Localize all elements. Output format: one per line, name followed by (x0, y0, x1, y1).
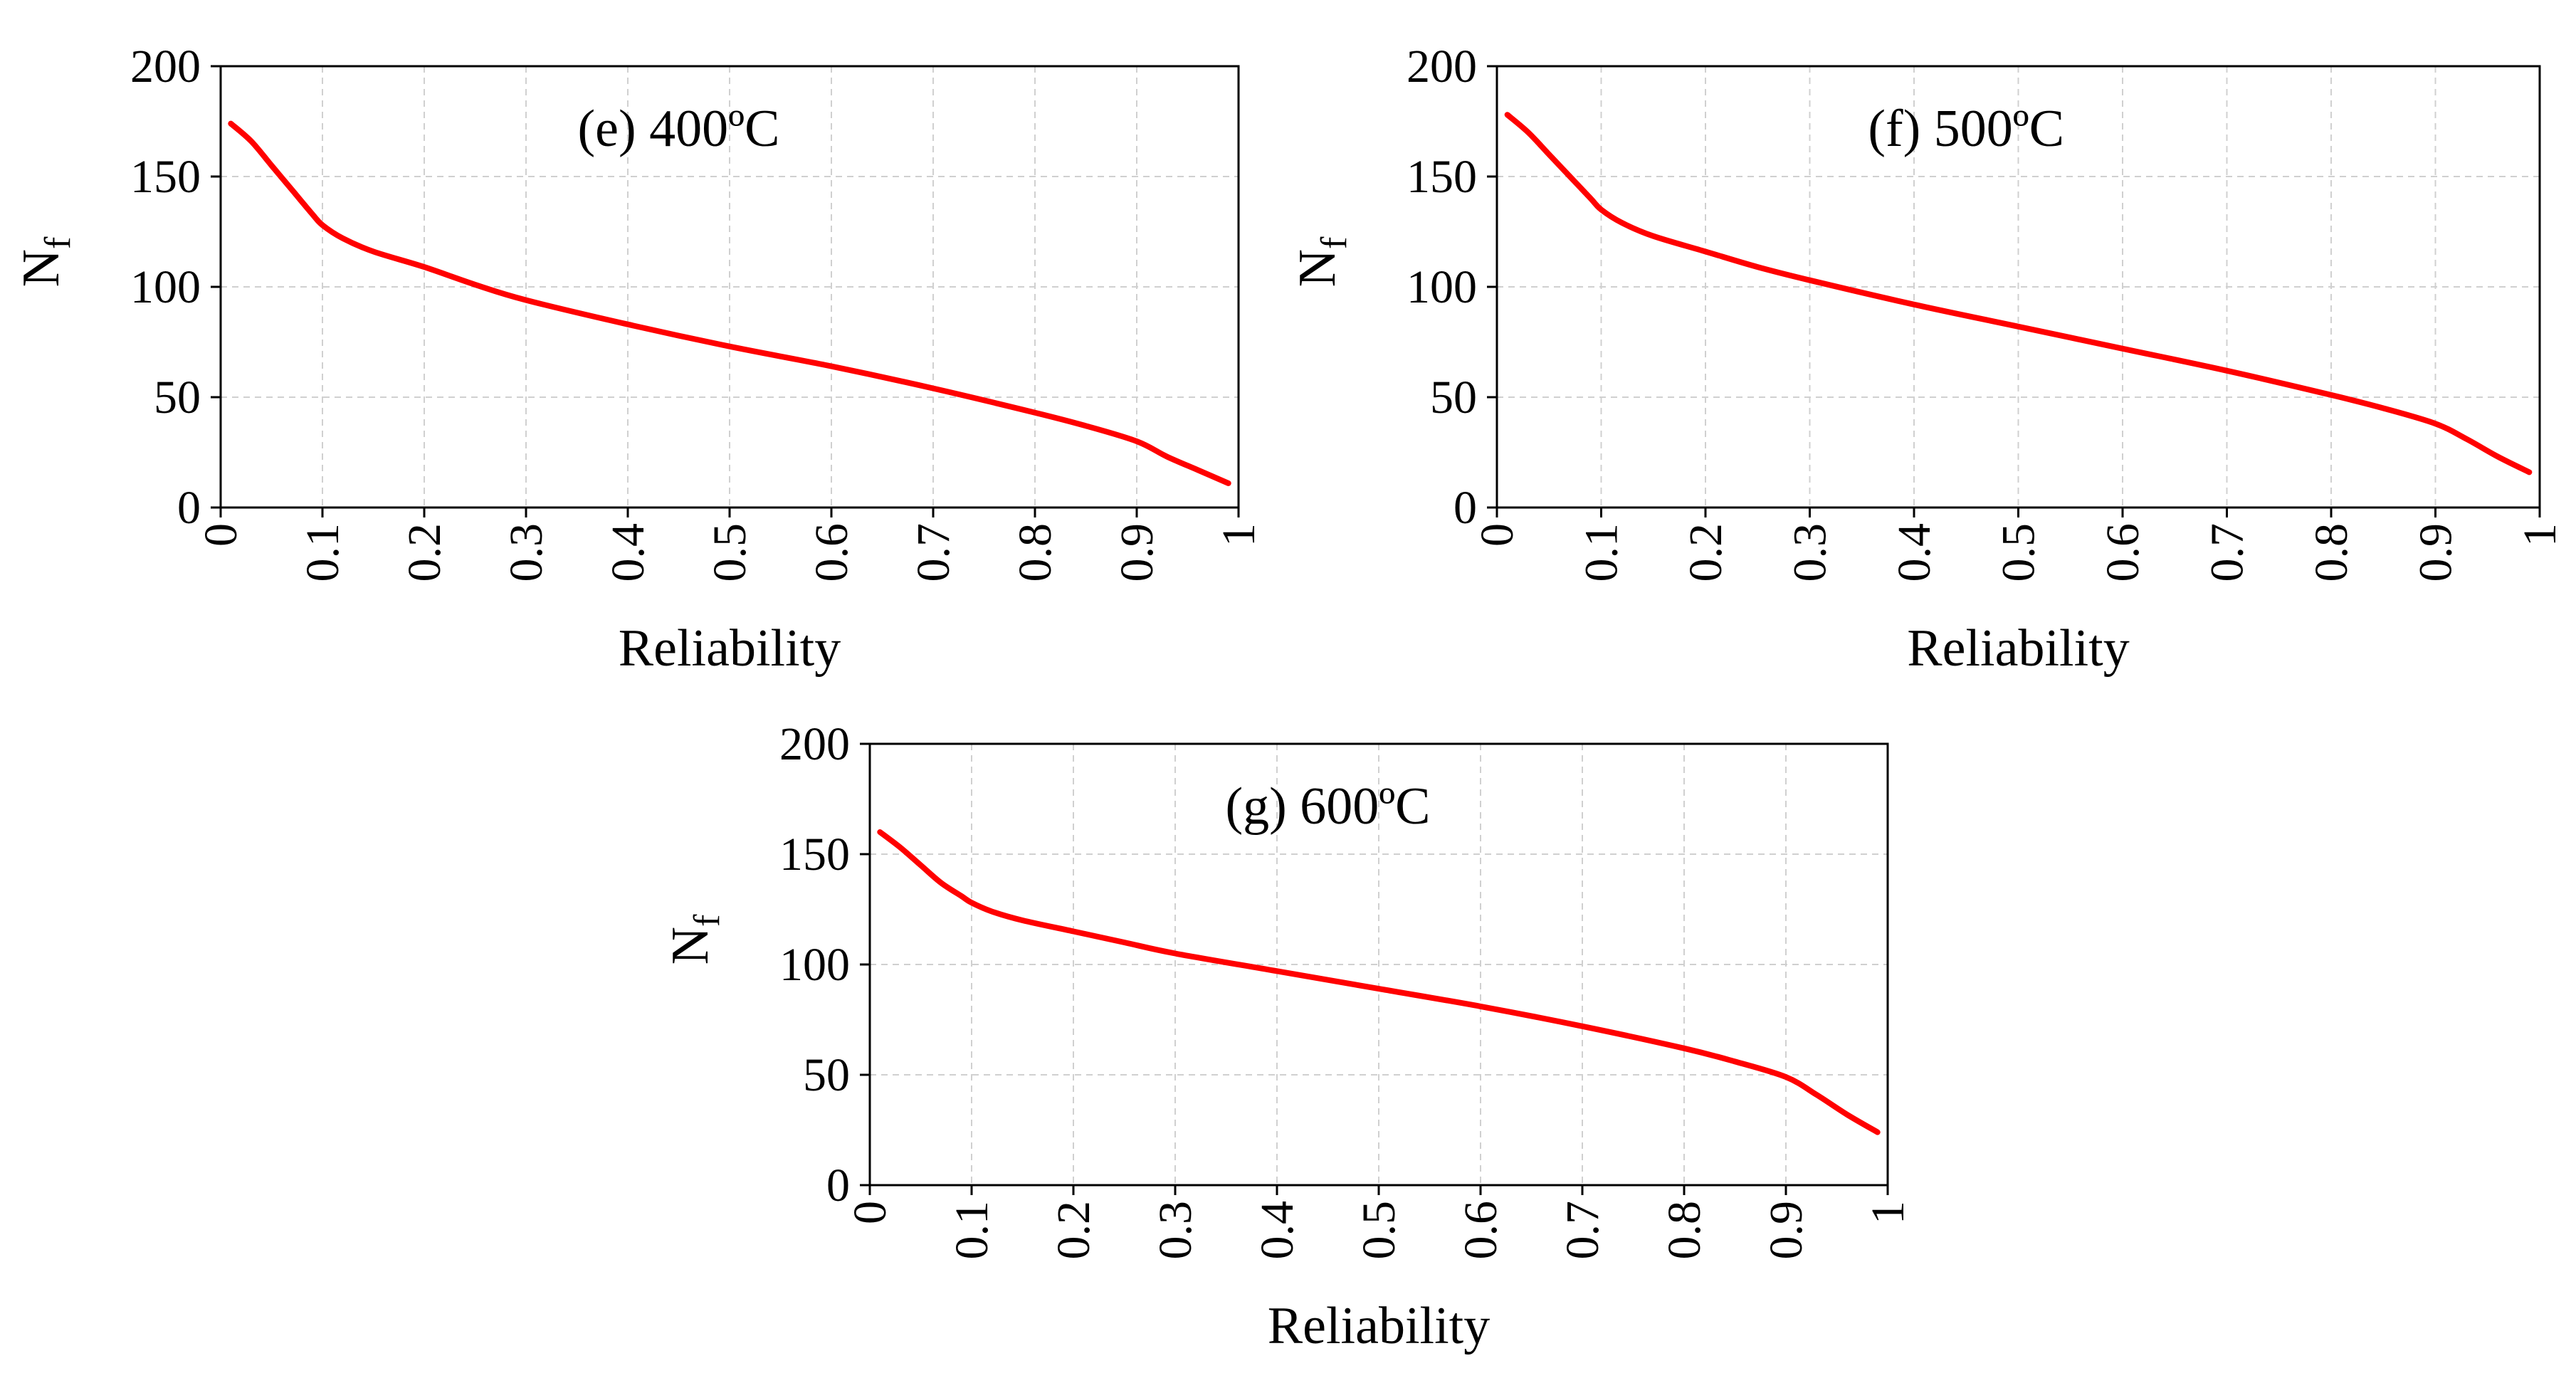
x-tick-label: 0.4 (1251, 1201, 1303, 1260)
y-axis-title: Nf (661, 914, 727, 964)
y-axis-title: Nf (1288, 236, 1355, 287)
series-line-0 (228, 120, 1231, 486)
x-tick-label: 0.1 (1576, 523, 1628, 582)
x-tick-label: 0.1 (946, 1201, 998, 1260)
x-tick-label: 0.8 (1658, 1201, 1710, 1260)
x-tick-label: 0.2 (1680, 523, 1732, 582)
panel-f: 0 50 100 150 200 0 0.1 0.2 0.3 0.4 0.5 0.6 0.7 0.8 0.9… (1288, 41, 2566, 678)
x-axis-title: Reliability (1907, 619, 2129, 678)
y-tick-label: 200 (130, 41, 201, 93)
x-tick-label: 0.1 (297, 523, 349, 582)
x-tick-label: 0.3 (500, 523, 552, 582)
panel-title: (f) 500ºC (1868, 100, 2064, 158)
panel-title: (e) 400ºC (578, 100, 780, 158)
y-tick-label: 200 (1407, 41, 1477, 93)
y-tick-label: 200 (779, 718, 850, 770)
x-tick-label: 0.9 (1760, 1201, 1812, 1260)
y-axis-title-subscript: f (687, 914, 727, 927)
x-tick-label: 0.9 (2410, 523, 2462, 582)
series-line-0 (1504, 112, 2533, 475)
x-tick-label: 0.5 (1993, 523, 2045, 582)
y-tick-label: 0 (826, 1160, 850, 1211)
x-tick-label: 0 (844, 1201, 896, 1224)
series-line-0 (877, 829, 1881, 1135)
x-tick-label: 0 (1471, 523, 1523, 547)
x-tick-label: 0 (195, 523, 247, 547)
x-tick-label: 0.5 (1353, 1201, 1405, 1260)
x-tick-label: 0.8 (2306, 523, 2357, 582)
panel-e: 0 50 100 150 200 0 0.1 0.2 0.3 0.4 0.5 0.6 0.7 0.8 0.9… (12, 41, 1265, 678)
y-tick-label: 100 (1407, 261, 1477, 313)
y-axis-title-main: N (661, 927, 720, 964)
x-tick-label: 0.5 (704, 523, 756, 582)
y-tick-label: 150 (130, 151, 201, 203)
y-axis-title-main: N (1288, 249, 1347, 287)
x-tick-label: 1 (2514, 523, 2566, 547)
x-tick-label: 0.7 (908, 523, 960, 582)
y-tick-label: 150 (1407, 151, 1477, 203)
y-tick-label: 50 (1430, 372, 1477, 424)
x-tick-label: 0.9 (1111, 523, 1163, 582)
x-tick-label: 0.3 (1784, 523, 1836, 582)
x-tick-label: 0.2 (399, 523, 451, 582)
x-tick-label: 0.8 (1009, 523, 1061, 582)
y-tick-label: 100 (779, 939, 850, 991)
x-axis-title: Reliability (1268, 1297, 1490, 1355)
x-tick-label: 0.6 (2097, 523, 2149, 582)
y-axis-title-subscript: f (38, 236, 78, 249)
x-axis-title: Reliability (619, 619, 841, 678)
y-axis-title-main: N (12, 249, 70, 287)
y-tick-label: 100 (130, 261, 201, 313)
x-tick-label: 1 (1862, 1201, 1914, 1224)
y-axis-title: Nf (12, 236, 78, 287)
x-tick-label: 0.3 (1150, 1201, 1202, 1260)
panel-g: 0 50 100 150 200 0 0.1 0.2 0.3 0.4 0.5 0.6 0.7 0.8 0.9… (661, 718, 1914, 1355)
x-tick-label: 1 (1213, 523, 1265, 547)
y-axis-title-subscript: f (1314, 236, 1355, 249)
x-tick-label: 0.6 (806, 523, 858, 582)
y-tick-label: 50 (803, 1049, 850, 1101)
y-tick-label: 0 (177, 482, 201, 534)
y-tick-label: 0 (1453, 482, 1477, 534)
x-tick-label: 0.4 (602, 523, 654, 582)
y-tick-label: 50 (154, 372, 201, 424)
x-tick-label: 0.7 (1557, 1201, 1609, 1260)
panel-title: (g) 600ºC (1225, 777, 1430, 836)
y-tick-label: 150 (779, 829, 850, 880)
x-tick-label: 0.4 (1888, 523, 1940, 582)
x-tick-label: 0.6 (1455, 1201, 1507, 1260)
x-tick-label: 0.7 (2202, 523, 2254, 582)
x-tick-label: 0.2 (1048, 1201, 1100, 1260)
